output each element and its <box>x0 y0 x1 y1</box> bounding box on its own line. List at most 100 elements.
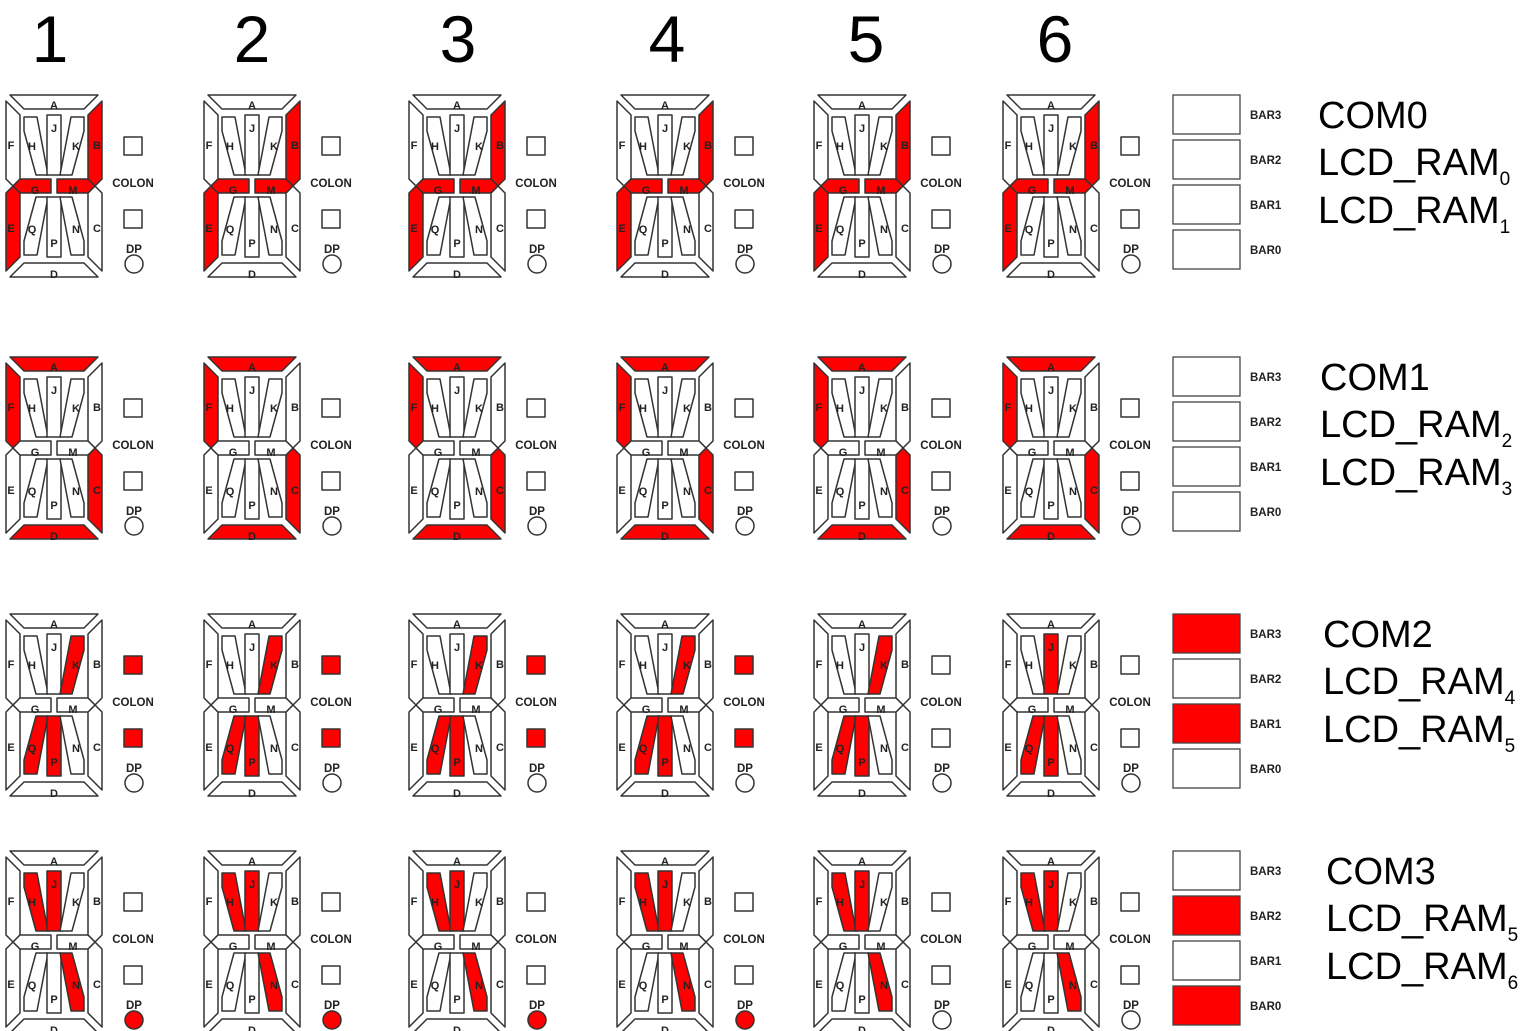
segment-label: A <box>1047 856 1055 868</box>
bar-bar1 <box>1172 446 1241 487</box>
segment-label: G <box>229 941 238 953</box>
segment-label: B <box>901 402 909 414</box>
segment-label: C <box>704 485 712 497</box>
segment-k <box>1056 635 1082 695</box>
segment-e <box>813 704 829 791</box>
segment-label: F <box>411 402 418 414</box>
digit-1: A F B E C D G M H J K Q P N COLON DP <box>5 613 154 800</box>
colon-label: COLON <box>1109 697 1151 709</box>
colon-dot <box>734 209 754 229</box>
bar-label: BAR3 <box>1250 866 1281 878</box>
segment-p <box>46 715 62 777</box>
segment-label: P <box>858 500 865 512</box>
segment-label: B <box>291 402 299 414</box>
segment-label: P <box>453 757 460 769</box>
colon-dot <box>123 398 143 418</box>
segment-label: G <box>31 704 40 716</box>
segment-c <box>698 447 714 534</box>
segment-label: D <box>248 1025 256 1031</box>
segment-label: E <box>618 223 625 235</box>
segment-p <box>244 458 260 520</box>
segment-label: G <box>1028 941 1037 953</box>
segment-e <box>408 185 424 272</box>
segment-label: Q <box>836 224 845 236</box>
segment-label: D <box>1047 531 1055 543</box>
bar-label: BAR2 <box>1250 674 1281 686</box>
column-number: 6 <box>1037 2 1074 76</box>
segment-label: C <box>93 485 101 497</box>
segment-label: P <box>248 994 255 1006</box>
segment-m <box>864 697 904 713</box>
lcd-ram-text: LCD_RAM <box>1320 404 1502 446</box>
segment-d <box>1006 781 1096 797</box>
bar-label: BAR3 <box>1250 629 1281 641</box>
segment-label: G <box>1028 447 1037 459</box>
segment-label: K <box>880 660 888 672</box>
segment-label: G <box>642 941 651 953</box>
segment-label: D <box>453 269 461 281</box>
colon-dot <box>526 655 546 675</box>
bar-label: BAR2 <box>1250 155 1281 167</box>
segment-label: H <box>431 660 439 672</box>
digit-5: A F B E C D G M H J K Q P N COLON DP <box>813 613 962 800</box>
segment-label: F <box>411 140 418 152</box>
com-label: COM2 <box>1323 614 1433 656</box>
segment-m <box>459 697 499 713</box>
segment-label: H <box>836 897 844 909</box>
segment-label: F <box>8 659 15 671</box>
segment-label: Q <box>226 486 235 498</box>
segment-label: G <box>434 941 443 953</box>
digit-5: A F B E C D G M H J K Q P N COLON DP <box>813 94 962 281</box>
decimal-point <box>124 1010 144 1030</box>
colon-dot <box>1120 892 1140 912</box>
segment-g <box>623 697 663 713</box>
bar-bar3 <box>1172 356 1241 397</box>
colon-label: COLON <box>112 934 154 946</box>
segment-label: J <box>51 642 57 654</box>
segment-c <box>1084 447 1100 534</box>
segment-k <box>462 378 488 438</box>
dp-label: DP <box>737 763 753 775</box>
colon-dot <box>734 471 754 491</box>
segment-label: N <box>1069 224 1077 236</box>
segment-d <box>817 781 907 797</box>
segment-label: N <box>683 486 691 498</box>
segment-m <box>56 697 96 713</box>
segment-g <box>1009 178 1049 194</box>
segment-label: Q <box>1025 980 1034 992</box>
segment-g <box>12 440 52 456</box>
segment-label: P <box>858 757 865 769</box>
segment-label: M <box>1065 941 1074 953</box>
segment-label: C <box>1090 979 1098 991</box>
segment-label: Q <box>836 743 845 755</box>
segment-label: E <box>618 485 625 497</box>
colon-dot <box>931 209 951 229</box>
segment-label: K <box>270 897 278 909</box>
decimal-point <box>735 1010 755 1030</box>
segment-label: E <box>410 223 417 235</box>
segment-label: P <box>1047 500 1054 512</box>
colon-label: COLON <box>310 934 352 946</box>
segment-e <box>408 447 424 534</box>
segment-n <box>462 196 488 256</box>
colon-dot <box>931 136 951 156</box>
colon-dot <box>526 471 546 491</box>
segment-n <box>1056 952 1082 1012</box>
colon-dot <box>1120 398 1140 418</box>
segment-p <box>657 458 673 520</box>
colon-dot <box>931 398 951 418</box>
segment-q <box>831 715 857 775</box>
segment-e <box>203 704 219 791</box>
segment-label: C <box>704 742 712 754</box>
segment-p <box>46 196 62 258</box>
segment-label: Q <box>226 980 235 992</box>
segment-label: Q <box>639 224 648 236</box>
segment-label: C <box>1090 223 1098 235</box>
segment-h <box>426 378 452 438</box>
segment-label: C <box>496 979 504 991</box>
decimal-point <box>1121 516 1141 536</box>
segment-label: M <box>679 704 688 716</box>
segment-label: F <box>619 402 626 414</box>
bar-bar0 <box>1172 748 1241 789</box>
segment-p <box>449 458 465 520</box>
